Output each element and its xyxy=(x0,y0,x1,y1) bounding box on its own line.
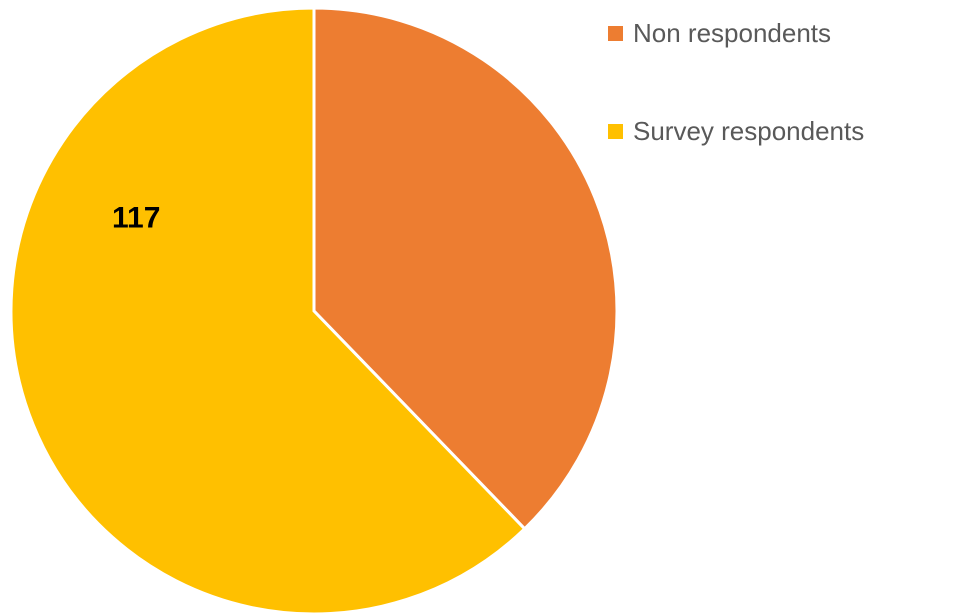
pie-slice-non-respondents xyxy=(312,6,619,531)
legend-label-non-respondents: Non respondents xyxy=(633,17,832,48)
pie-data-labels: 117 xyxy=(112,201,160,234)
pie-slice-survey-respondents xyxy=(9,6,527,614)
legend-swatch-non-respondents xyxy=(608,25,623,41)
legend-item-survey-respondents: Survey respondents xyxy=(608,112,864,150)
legend-item-non-respondents: Non respondents xyxy=(608,14,864,52)
pie-slices xyxy=(9,6,619,614)
legend: Non respondents Survey respondents xyxy=(608,14,864,210)
legend-label-survey-respondents: Survey respondents xyxy=(633,115,865,146)
data-label-survey-respondents: 117 xyxy=(112,201,160,234)
legend-swatch-survey-respondents xyxy=(608,123,623,139)
